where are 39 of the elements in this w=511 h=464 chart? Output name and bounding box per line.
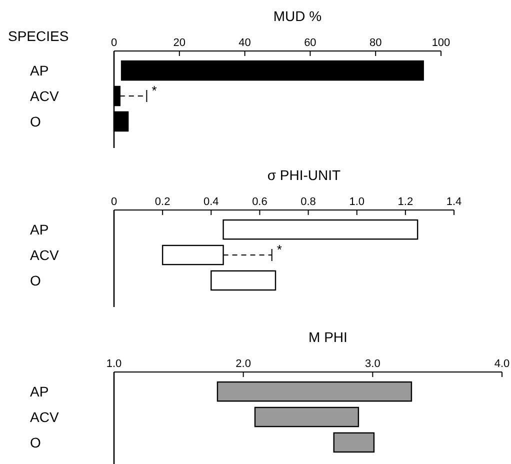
y-tick-label: O xyxy=(30,272,41,288)
y-axis-title: SPECIES xyxy=(8,28,69,44)
y-tick-label: ACV xyxy=(30,409,60,425)
x-tick-label: 3.0 xyxy=(365,358,380,370)
x-tick-label: 0.4 xyxy=(203,196,219,208)
x-tick-label: 1.2 xyxy=(398,196,414,208)
chart-title: MUD % xyxy=(273,8,322,24)
x-tick-label: 80 xyxy=(369,37,382,49)
y-tick-label: AP xyxy=(30,384,49,400)
x-tick-label: 0.8 xyxy=(300,196,316,208)
y-tick-label: ACV xyxy=(30,247,60,263)
bar xyxy=(216,381,412,402)
bar xyxy=(120,60,424,81)
x-tick-label: 100 xyxy=(432,37,450,49)
bar xyxy=(210,270,276,291)
y-tick-label: O xyxy=(30,434,41,450)
x-tick-label: 20 xyxy=(173,37,186,49)
x-tick-label: 1.4 xyxy=(446,196,462,208)
bar xyxy=(254,406,360,428)
x-tick-label: 0.2 xyxy=(154,196,170,208)
x-tick-label: 0 xyxy=(110,196,118,208)
x-tick-label: 60 xyxy=(304,37,316,49)
chart-title: M PHI xyxy=(308,329,348,345)
x-tick-label: 1.0 xyxy=(349,196,365,208)
x-tick-label: 1.0 xyxy=(106,358,122,370)
x-tick-label: 2.0 xyxy=(236,358,251,370)
x-tick-label: 40 xyxy=(238,37,251,49)
chart-title: σ PHI-UNIT xyxy=(267,167,342,183)
x-tick-label: 4.0 xyxy=(494,358,510,370)
x-tick-label: 0.6 xyxy=(252,196,268,208)
bar xyxy=(333,432,375,453)
y-tick-label: AP xyxy=(30,62,49,79)
y-tick-label: ACV xyxy=(30,88,60,104)
annotation: * xyxy=(276,242,282,257)
x-tick-label: 0 xyxy=(110,37,118,49)
bar xyxy=(222,219,418,240)
annotation: * xyxy=(152,83,157,98)
y-tick-label: AP xyxy=(30,222,49,238)
y-tick-label: O xyxy=(30,113,41,130)
